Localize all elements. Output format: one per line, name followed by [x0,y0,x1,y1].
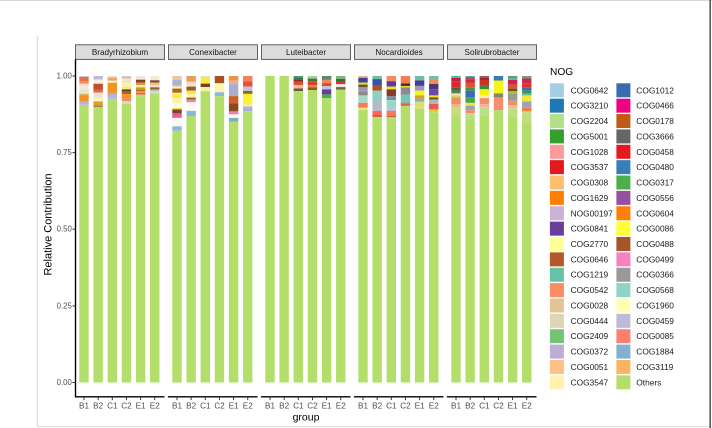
svg-text:E1: E1 [322,402,332,411]
svg-text:COG3537: COG3537 [571,162,609,172]
svg-text:C1: C1 [293,402,304,411]
svg-text:B2: B2 [279,402,289,411]
svg-text:NOG00197: NOG00197 [571,208,614,218]
svg-text:group: group [293,411,320,423]
svg-text:COG0604: COG0604 [636,208,674,218]
svg-text:COG0308: COG0308 [571,178,609,188]
svg-text:COG0086: COG0086 [636,224,674,234]
svg-text:COG5001: COG5001 [571,131,609,141]
svg-text:COG0642: COG0642 [571,85,609,95]
svg-text:COG3666: COG3666 [636,131,674,141]
svg-text:COG3547: COG3547 [571,377,609,387]
svg-text:E1: E1 [136,402,146,411]
svg-text:B2: B2 [93,402,103,411]
svg-text:COG1884: COG1884 [636,347,674,357]
svg-text:COG2770: COG2770 [571,239,609,249]
svg-text:COG0480: COG0480 [636,162,674,172]
svg-text:COG0841: COG0841 [571,224,609,234]
svg-text:E2: E2 [243,402,253,411]
svg-text:COG0568: COG0568 [636,285,674,295]
svg-text:0.75: 0.75 [57,148,73,157]
svg-text:Relative Contribution: Relative Contribution [42,173,54,275]
svg-text:B1: B1 [172,402,182,411]
svg-text:Solirubrobacter: Solirubrobacter [465,48,520,57]
svg-text:Others: Others [636,377,661,387]
svg-text:0.25: 0.25 [57,301,73,310]
svg-text:B2: B2 [372,402,382,411]
svg-text:COG0646: COG0646 [571,254,609,264]
svg-text:B2: B2 [465,402,475,411]
svg-text:Nocardioides: Nocardioides [375,48,422,57]
svg-text:0.00: 0.00 [57,378,73,387]
svg-text:Bradyrhizobium: Bradyrhizobium [92,48,148,57]
svg-text:COG2204: COG2204 [571,116,609,126]
svg-text:E1: E1 [229,402,239,411]
svg-text:C2: C2 [307,402,318,411]
svg-text:Luteibacter: Luteibacter [286,48,326,57]
svg-text:COG0028: COG0028 [571,300,609,310]
svg-text:C1: C1 [386,402,397,411]
svg-text:B1: B1 [79,402,89,411]
svg-text:COG1219: COG1219 [571,270,609,280]
svg-text:COG0372: COG0372 [571,347,609,357]
svg-text:COG0488: COG0488 [636,239,674,249]
svg-text:COG0459: COG0459 [636,316,674,326]
svg-text:COG1028: COG1028 [571,147,609,157]
svg-text:COG0466: COG0466 [636,101,674,111]
svg-text:E2: E2 [429,402,439,411]
svg-text:COG0051: COG0051 [571,362,609,372]
svg-text:E2: E2 [336,402,346,411]
svg-text:E2: E2 [522,402,532,411]
svg-text:COG1960: COG1960 [636,300,674,310]
svg-text:COG0556: COG0556 [636,193,674,203]
svg-text:COG0499: COG0499 [636,254,674,264]
svg-text:E2: E2 [150,402,160,411]
svg-text:B1: B1 [451,402,461,411]
svg-text:B2: B2 [186,402,196,411]
svg-text:C1: C1 [200,402,211,411]
svg-text:COG3210: COG3210 [571,101,609,111]
svg-text:C2: C2 [493,402,504,411]
svg-text:COG3119: COG3119 [636,362,673,372]
svg-text:COG0178: COG0178 [636,116,674,126]
svg-text:COG0317: COG0317 [636,178,674,188]
svg-text:E1: E1 [415,402,425,411]
svg-text:NOG: NOG [550,67,573,78]
svg-text:COG1629: COG1629 [571,193,609,203]
svg-text:C1: C1 [479,402,490,411]
svg-text:Conexibacter: Conexibacter [189,48,237,57]
svg-text:COG0366: COG0366 [636,270,674,280]
svg-text:C1: C1 [107,402,118,411]
svg-text:COG0458: COG0458 [636,147,674,157]
svg-text:C2: C2 [214,402,225,411]
svg-text:B1: B1 [265,402,275,411]
svg-text:C2: C2 [400,402,411,411]
svg-text:1.00: 1.00 [57,72,73,81]
svg-text:COG1012: COG1012 [636,85,674,95]
svg-text:E1: E1 [508,402,518,411]
svg-text:COG0542: COG0542 [571,285,609,295]
svg-text:COG2409: COG2409 [571,331,609,341]
svg-text:0.50: 0.50 [57,225,73,234]
svg-text:COG0085: COG0085 [636,331,674,341]
svg-text:B1: B1 [358,402,368,411]
svg-text:COG0444: COG0444 [571,316,609,326]
svg-text:C2: C2 [121,402,132,411]
